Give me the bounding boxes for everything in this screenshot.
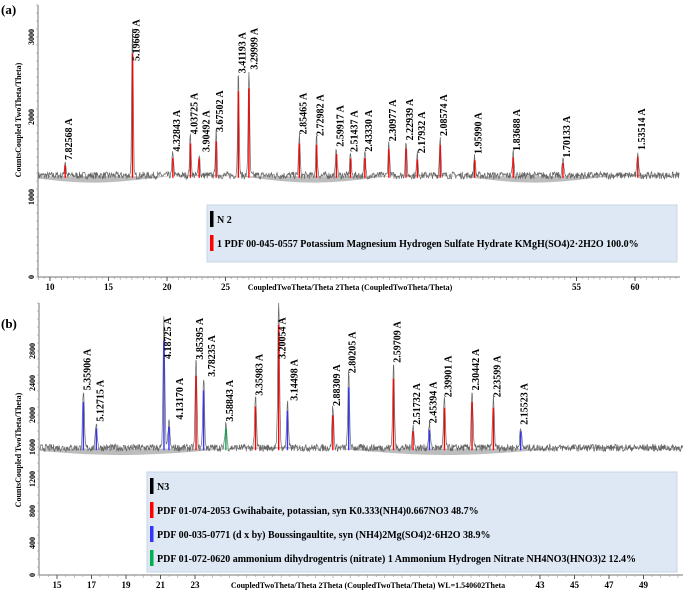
x-tick-label: 19 [122, 580, 132, 590]
legend-entry: 1 PDF 00-045-0557 Potassium Magnesium Hy… [217, 239, 639, 250]
y-tick-label: 1600 [28, 439, 37, 455]
y-tick-label: 1200 [28, 471, 37, 487]
peak-label: 2.51732 A [412, 382, 423, 424]
x-tick-label: 55 [572, 282, 582, 292]
peak-label: 3.67502 A [215, 90, 226, 132]
y-tick-label: 400 [28, 537, 37, 549]
peak-label: 1.53514 A [637, 108, 648, 150]
x-tick-label: 49 [639, 580, 649, 590]
legend: N 2 1 PDF 00-045-0557 Potassium Magnesium… [206, 204, 678, 263]
peak-label: 7.82568 A [64, 118, 75, 160]
y-axis-label: CountsCoupled TwoTheta/Theta) [14, 392, 23, 507]
peak-label: 3.90492 A [201, 110, 212, 152]
y-tick-label: 0 [27, 275, 36, 279]
legend-entry: PDF 00-035-0771 (d x by) Boussingaultite… [157, 530, 491, 541]
peak-label: 2.45394 A [428, 381, 439, 423]
peak-label: 2.17932 A [417, 111, 428, 153]
peak-label: 2.59917 A [335, 104, 346, 146]
y-tick-label: 2800 [28, 343, 37, 359]
diffraction-trace [37, 28, 680, 181]
peak-label: 3.41193 A [237, 31, 248, 73]
peak-label: 2.59709 A [393, 320, 404, 362]
legend-swatch [150, 478, 154, 494]
legend-entry: N 2 [217, 215, 232, 226]
legend-swatch [150, 526, 154, 542]
x-tick-label: 21 [156, 580, 166, 590]
peak-label: 4.13170 A [175, 377, 186, 419]
peak-label: 4.32843 A [172, 109, 183, 151]
peak-label: 3.35983 A [255, 353, 266, 395]
peak-label: 1.83688 A [512, 108, 523, 150]
peak-label: 4.18725 A [163, 317, 174, 359]
peak-label: 2.22939 A [405, 98, 416, 140]
peak-label: 2.72982 A [316, 94, 327, 136]
peak-label: 4.03725 A [189, 92, 200, 134]
legend-box [206, 204, 678, 263]
y-tick-label: 0 [28, 573, 37, 577]
x-tick-label: 25 [221, 282, 231, 292]
legend-swatch [210, 211, 214, 227]
peak-label: 2.15523 A [520, 382, 531, 424]
legend-swatch [150, 502, 154, 518]
peak-label: 3.78235 A [207, 334, 218, 376]
panel-label-a: (a) [1, 2, 16, 17]
x-tick-label: 15 [53, 580, 63, 590]
x-tick-label: 20 [163, 282, 173, 292]
xrd-panel-a: 10 15 20 25 55 60 0 1000 2000 3000 CountsCoupled T… [14, 4, 680, 292]
peak-label: 3.14498 A [290, 358, 301, 400]
peak-label: 3.85395 A [195, 317, 206, 359]
x-tick-label: 60 [631, 282, 641, 292]
legend-entry: N3 [157, 482, 169, 493]
y-tick-label: 2000 [28, 407, 37, 423]
legend-entry: PDF 01-074-2053 Gwihabaite, potassian, s… [157, 506, 479, 517]
legend: N3 PDF 01-074-2053 Gwihabaite, potassian,… [146, 471, 678, 573]
peak-label: 2.88309 A [332, 364, 343, 406]
peak-label: 2.30442 A [471, 348, 482, 390]
peak-label: 1.95990 A [474, 112, 485, 154]
diffraction-trace [39, 302, 683, 453]
y-tick-label: 2400 [28, 375, 37, 391]
legend-entry: PDF 01-072-0620 ammonium dihydrogentris … [157, 554, 636, 565]
peak-label: 2.30977 A [388, 99, 399, 141]
background-band [39, 447, 683, 455]
y-axis-label: CountsCoupled TwoTheta/Theta) [14, 62, 23, 177]
x-axis-label: CoupledTwoTheta/Theta 2Theta (CoupledTwo… [231, 581, 505, 590]
x-tick-label: 17 [87, 580, 97, 590]
y-tick-label: 2000 [27, 109, 36, 125]
peak-label: 2.23599 A [492, 355, 503, 397]
peak-label: 2.43330 A [364, 109, 375, 151]
peak-label: 2.85465 A [298, 92, 309, 134]
legend-swatch [150, 550, 154, 566]
x-axis-label: CoupledTwoTheta/Theta 2Theta (CoupledTwo… [248, 283, 453, 292]
legend-box [146, 471, 678, 573]
panel-label-b: (b) [1, 316, 17, 331]
x-tick-label: 10 [46, 282, 56, 292]
peak-label: 5.12715 A [95, 379, 106, 421]
peak-label: 5.35906 A [82, 348, 93, 390]
x-tick-label: 23 [191, 580, 201, 590]
y-tick-label: 1000 [27, 189, 36, 205]
x-tick-label: 43 [536, 580, 546, 590]
y-tick-label: 800 [28, 505, 37, 517]
x-tick-label: 15 [104, 282, 114, 292]
y-tick-label: 3000 [27, 29, 36, 45]
x-tick-label: 45 [570, 580, 580, 590]
peak-label: 5.19669 A [131, 19, 142, 61]
peak-label: 3.29999 A [249, 27, 260, 69]
xrd-panel-b: 15 17 19 21 23 43 45 47 49 0 400 800 1200 1600 2000 240… [14, 302, 683, 590]
peak-label: 3.58843 A [225, 379, 236, 421]
peak-label: 3.20054 A [278, 317, 289, 359]
peak-label: 2.51437 A [349, 110, 360, 152]
legend-swatch [210, 235, 214, 251]
peak-label: 2.39901 A [443, 355, 454, 397]
peak-label: 1.70133 A [562, 115, 573, 157]
x-tick-label: 47 [605, 580, 615, 590]
peak-label: 2.08574 A [439, 94, 450, 136]
peak-label: 2.80205 A [348, 331, 359, 373]
